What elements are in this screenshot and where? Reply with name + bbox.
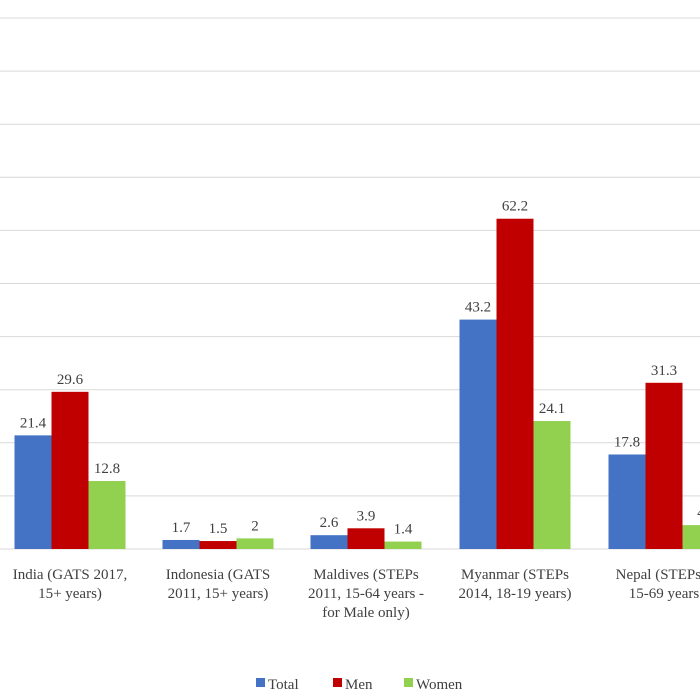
bar-total (459, 319, 497, 549)
data-label: 3.9 (357, 508, 376, 524)
category-labels: India (GATS 2017, 15+ years) Indonesia (GA… (13, 567, 700, 621)
data-label: 31.3 (651, 363, 677, 379)
legend-label-women: Women (416, 677, 463, 693)
bar-men (51, 391, 89, 549)
data-label: 29.6 (57, 372, 84, 388)
data-label: 1.5 (209, 521, 228, 537)
data-label: 2.6 (320, 515, 339, 531)
bar-total (608, 454, 646, 549)
data-label: 2 (251, 518, 259, 534)
category-label: Nepal (STEPs 215-69 years (616, 567, 700, 602)
bar-men (645, 382, 683, 549)
data-label: 62.2 (502, 199, 528, 215)
bar-women (682, 525, 700, 549)
category-label: Indonesia (GATS 2011, 15+ years) (166, 567, 271, 602)
legend-swatch-women (404, 678, 413, 687)
legend: Total Men Women (256, 677, 463, 693)
data-labels: 21.4 29.6 12.8 1.7 1.5 2 2.6 3.9 1.4 43.2 62.2 24.1… (20, 199, 700, 538)
category-label: India (GATS 2017, 15+ years) (13, 567, 128, 602)
bar-total (310, 535, 348, 549)
bar-women (384, 541, 422, 549)
legend-label-men: Men (345, 677, 373, 693)
data-label: 1.7 (172, 520, 191, 536)
bar-men (496, 218, 534, 549)
data-label: 43.2 (465, 300, 491, 316)
bar-women (533, 421, 571, 549)
data-label: 21.4 (20, 415, 47, 431)
data-label: 12.8 (94, 461, 120, 477)
bar-total (14, 435, 52, 549)
legend-swatch-total (256, 678, 265, 687)
bar-total (162, 539, 200, 549)
bar-women (236, 538, 274, 549)
bar-men (347, 528, 385, 549)
data-label: 1.4 (394, 522, 413, 538)
bar-women (88, 481, 126, 549)
legend-swatch-men (333, 678, 342, 687)
category-label: Maldives (STEPs 2011, 15-64 years -for Ma… (308, 567, 424, 621)
data-label: 24.1 (539, 401, 565, 417)
bar-men (199, 541, 237, 549)
legend-label-total: Total (268, 677, 299, 693)
data-label: 4 (697, 505, 700, 521)
category-label: Myanmar (STEPs 2014, 18-19 years) (459, 567, 572, 602)
data-label: 17.8 (614, 434, 640, 450)
bars (14, 218, 700, 549)
